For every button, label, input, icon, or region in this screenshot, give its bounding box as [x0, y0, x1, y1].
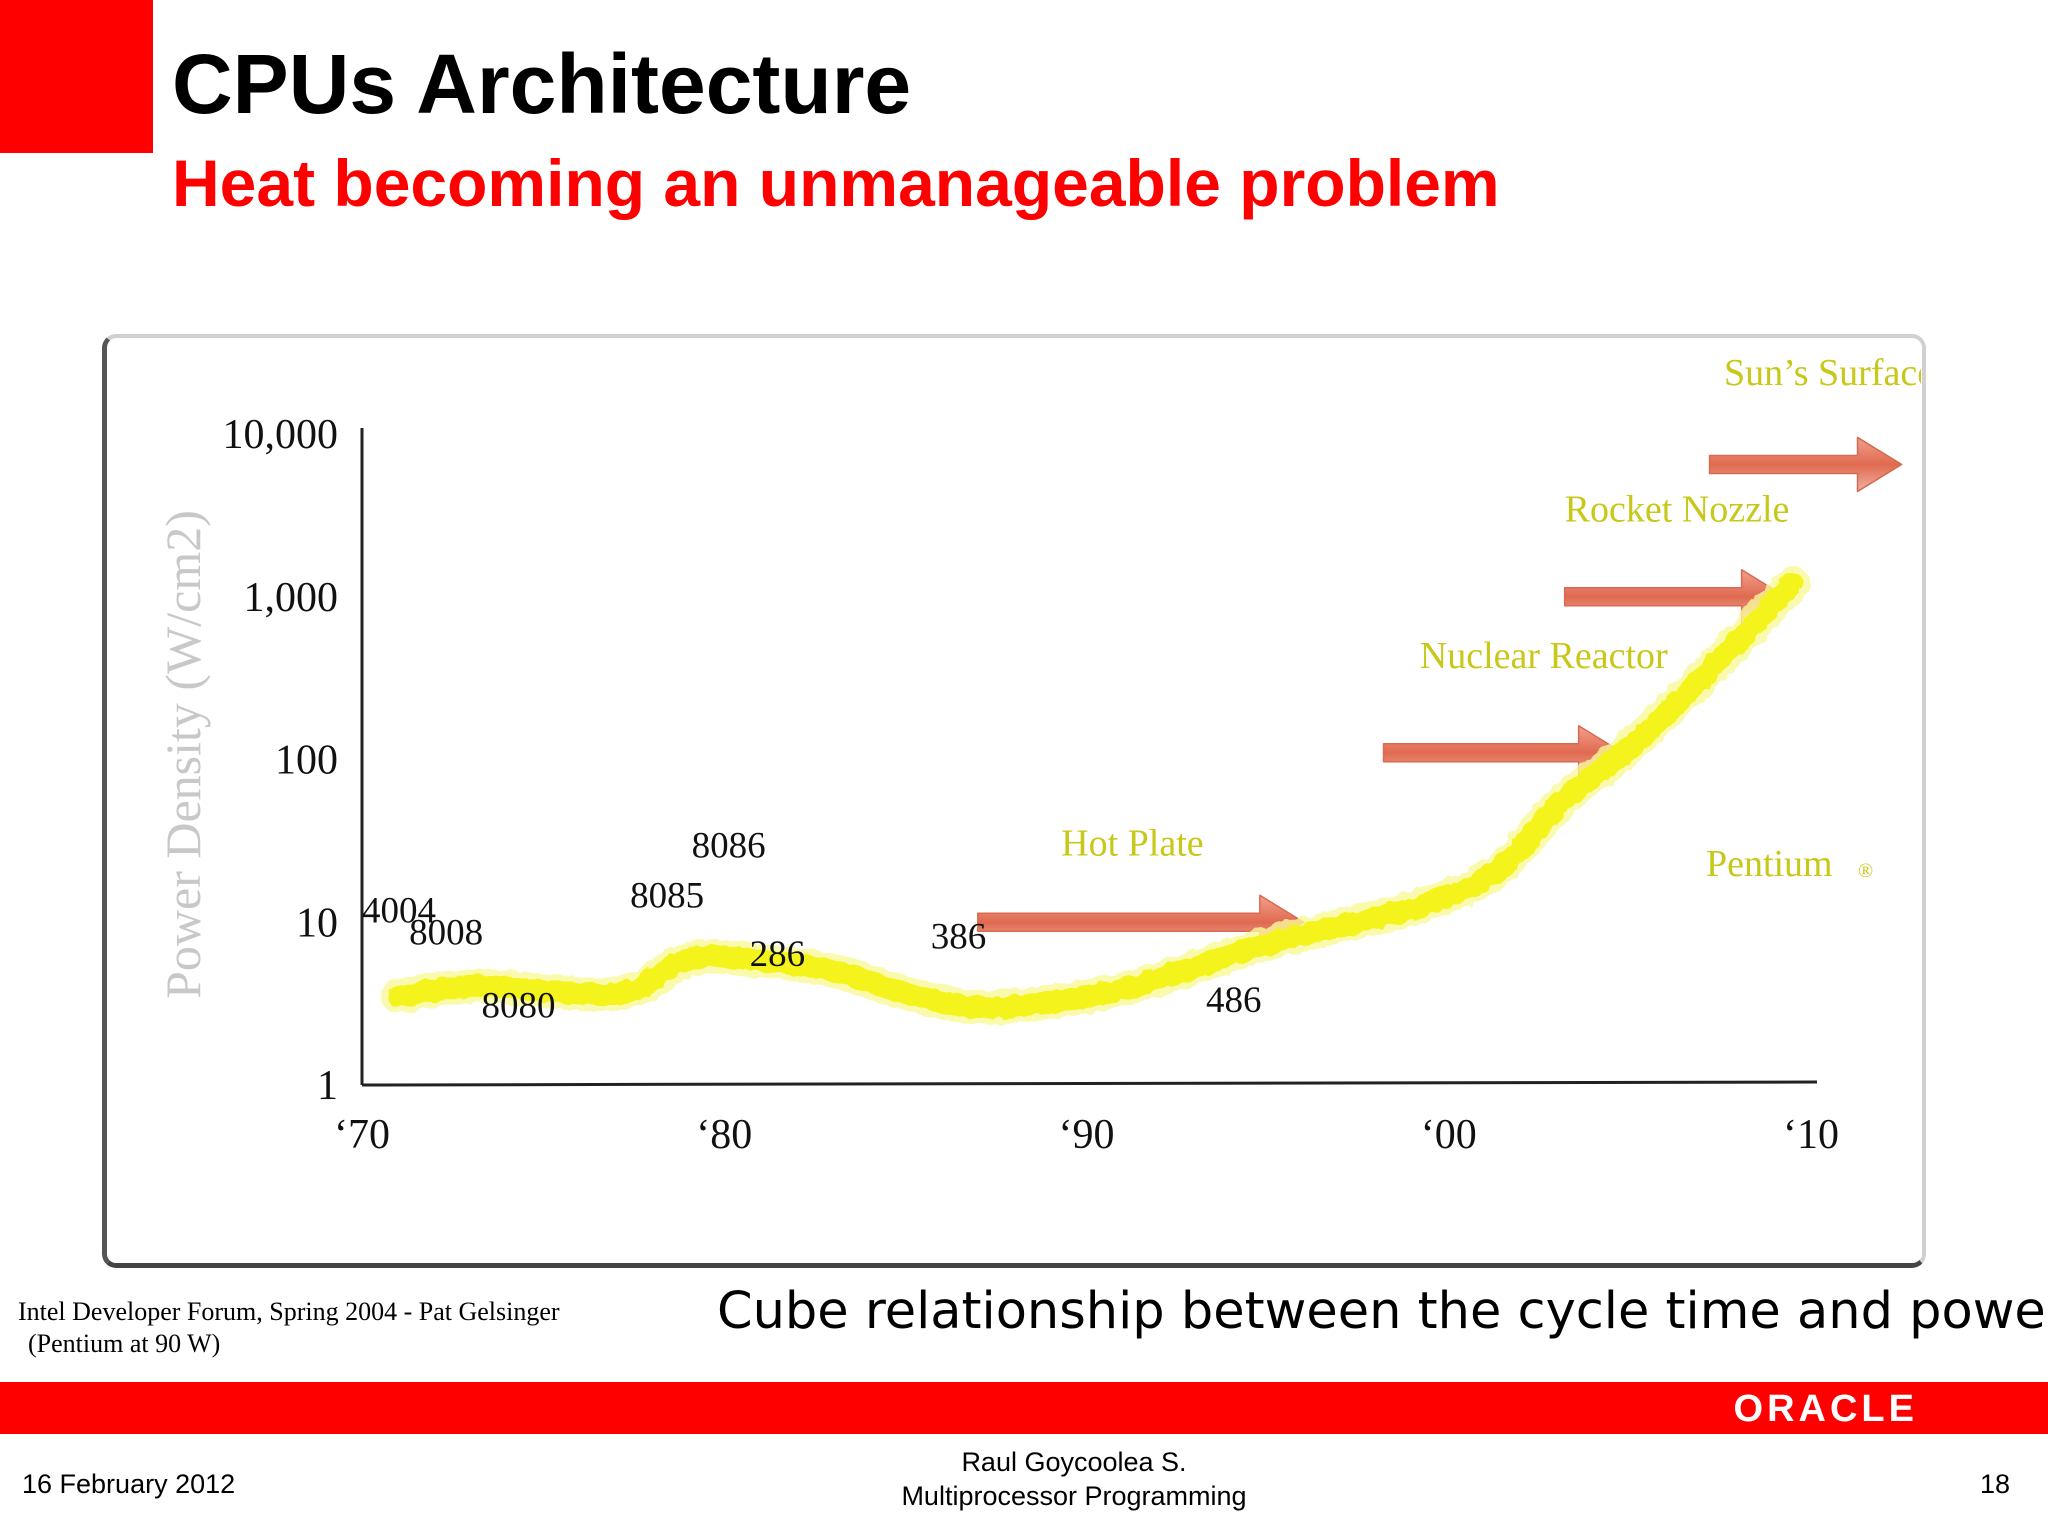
reference-label: Sun’s Surface [1724, 352, 1921, 394]
footer-date: 16 February 2012 [22, 1469, 236, 1499]
cpu-label: 286 [750, 934, 806, 975]
cpu-label: 8086 [692, 825, 766, 866]
footer-author-course: Raul Goycoolea S. Multiprocessor Program… [0, 1445, 2048, 1513]
reference-label: Nuclear Reactor [1420, 635, 1668, 677]
cpu-label: 4004 [362, 890, 436, 931]
x-axis-line [361, 1080, 1818, 1087]
x-tick-label: ‘90 [1059, 1112, 1115, 1158]
y-tick-label: 1,000 [244, 575, 339, 621]
slide-subtitle: Heat becoming an unmanageable problem [172, 146, 1500, 220]
x-tick-label: ‘80 [696, 1112, 752, 1158]
x-tick-label: ‘70 [334, 1112, 390, 1158]
slide-caption: Cube relationship between the cycle time… [717, 1282, 2048, 1341]
source-citation: Intel Developer Forum, Spring 2004 - Pat… [18, 1296, 560, 1360]
page-number: 18 [1979, 1469, 2010, 1499]
footer-author: Raul Goycoolea S. [961, 1447, 1187, 1477]
x-tick-label: ‘00 [1421, 1112, 1477, 1158]
slide-title: CPUs Architecture [172, 37, 912, 131]
red-corner-block [0, 0, 153, 153]
source-line-2: (Pentium at 90 W) [28, 1329, 221, 1358]
cpu-label: 8080 [482, 985, 556, 1026]
reference-arrow-shape [1708, 436, 1903, 493]
cpu-label: Pentium [1706, 843, 1833, 885]
cpu-label: 486 [1206, 980, 1262, 1021]
cpu-label: 386 [931, 916, 987, 957]
source-line-1: Intel Developer Forum, Spring 2004 - Pat… [18, 1297, 560, 1326]
footer-red-bar [0, 1382, 2048, 1434]
footer-course: Multiprocessor Programming [901, 1481, 1247, 1511]
y-tick-label: 100 [275, 738, 338, 784]
registered-mark: ® [1858, 860, 1873, 882]
reference-arrow [1708, 436, 1903, 493]
y-tick-label: 10,000 [223, 412, 339, 458]
oracle-logo: ORACLE [1733, 1388, 1918, 1430]
power-density-chart: 1 10 100 1,000 10,000 ‘70 ‘80 ‘90 ‘00 ‘10 Power De… [155, 352, 1921, 1158]
chart-frame: 1 10 100 1,000 10,000 ‘70 ‘80 ‘90 ‘00 ‘10 Power De… [102, 334, 1926, 1268]
y-tick-label: 1 [317, 1063, 338, 1109]
cpu-label: 8008 [409, 912, 483, 953]
y-axis-title: Power Density (W/cm2) [155, 510, 211, 999]
cpu-label: 8085 [630, 876, 704, 917]
y-tick-label: 10 [296, 900, 338, 946]
x-tick-label: ‘10 [1783, 1112, 1839, 1158]
series-line [387, 572, 1804, 1019]
reference-label: Rocket Nozzle [1565, 488, 1790, 530]
reference-label: Hot Plate [1061, 822, 1203, 864]
